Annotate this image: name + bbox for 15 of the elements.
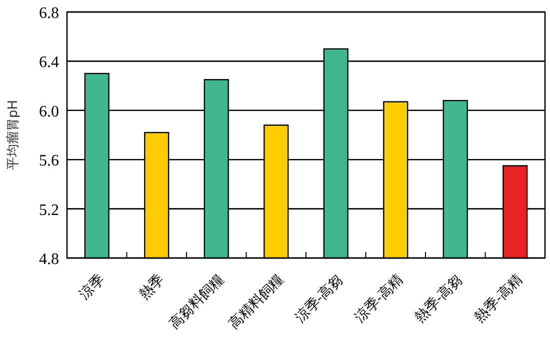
x-tick-label: 熱季-高芻: [412, 272, 466, 326]
x-tick-label: 熱季-高精: [472, 272, 526, 326]
x-tick-label: 涼季-高芻: [292, 272, 347, 326]
y-tick-label: 4.8: [39, 251, 59, 268]
y-tick-label: 6.8: [39, 5, 59, 22]
y-tick-label: 6.4: [39, 54, 59, 72]
x-tick-label: 高芻料飼糧: [166, 272, 228, 332]
x-tick-label: 涼季: [76, 272, 108, 303]
y-axis-title: 平均瘤胃pH: [5, 100, 21, 170]
y-tick-label: 5.6: [39, 152, 59, 170]
x-tick-label: 涼季-高精: [352, 272, 406, 326]
y-tick-label: 5.2: [39, 202, 59, 219]
x-tick-label: 熱季: [136, 272, 168, 303]
y-tick-label: 6.0: [39, 103, 59, 120]
x-tick-label: 高精料飼糧: [226, 272, 287, 332]
